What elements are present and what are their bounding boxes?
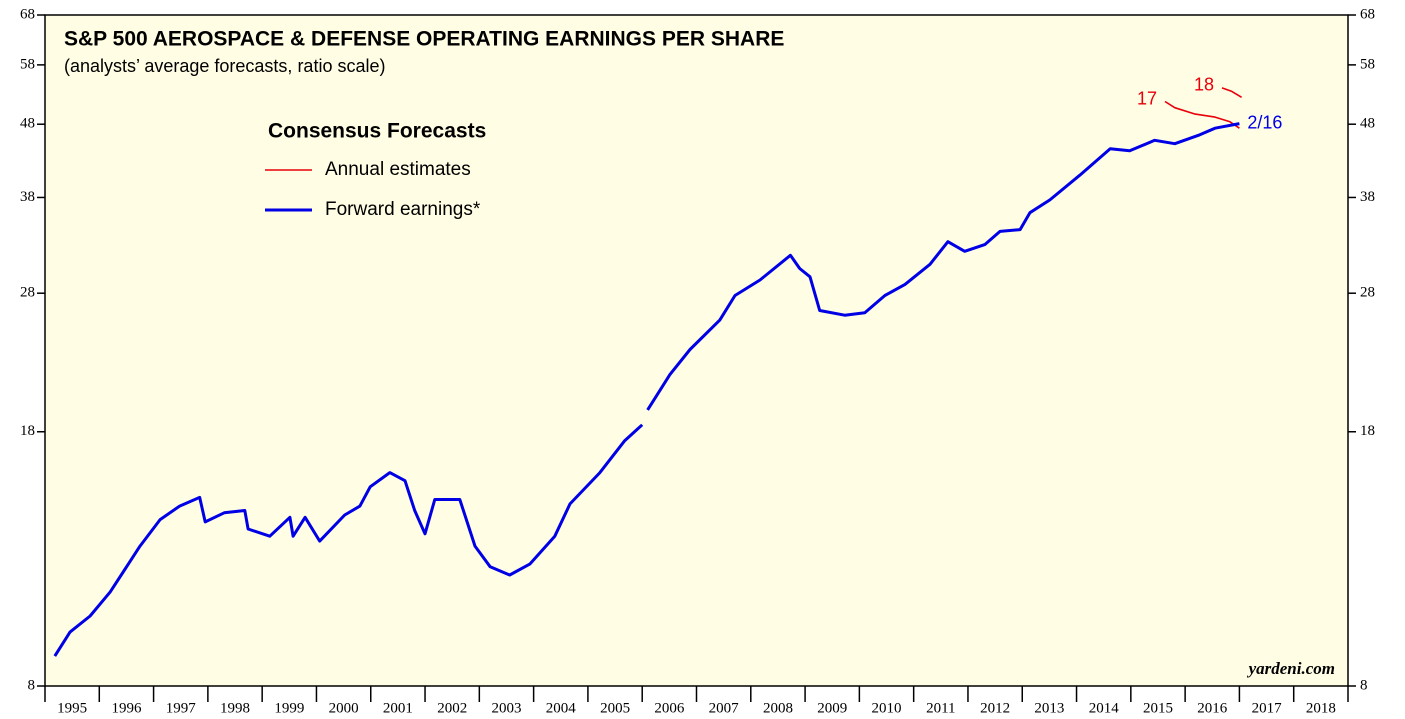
- y-tick-label: 18: [20, 423, 35, 439]
- y2-tick-label: 68: [1360, 6, 1375, 22]
- x-tick-label: 2016: [1197, 700, 1228, 716]
- y2-tick-label: 28: [1360, 285, 1375, 301]
- x-tick-label: 2009: [817, 700, 847, 716]
- x-tick-label: 1996: [111, 700, 142, 716]
- x-tick-label: 1995: [57, 700, 87, 716]
- y2-tick-label: 58: [1360, 56, 1375, 72]
- y-tick-label: 8: [28, 677, 36, 693]
- end-label: 2/16: [1247, 112, 1282, 132]
- series-line: [53, 122, 1240, 657]
- x-tick-label: 2006: [654, 700, 685, 716]
- x-tick-label: 2012: [980, 700, 1010, 716]
- x-tick-label: 2013: [1034, 700, 1064, 716]
- legend-label: Forward earnings*: [325, 199, 481, 220]
- legend-label: Annual estimates: [325, 159, 471, 180]
- y2-tick-label: 38: [1360, 189, 1375, 205]
- x-tick-label: 2007: [709, 700, 740, 716]
- y-tick-label: 38: [20, 189, 35, 205]
- x-tick-label: 2017: [1252, 700, 1283, 716]
- y2-tick-label: 8: [1360, 677, 1368, 693]
- legend-title: Consensus Forecasts: [268, 120, 486, 143]
- plot-area: [44, 14, 1349, 687]
- y2-tick-label: 18: [1360, 423, 1375, 439]
- x-tick-label: 2002: [437, 700, 467, 716]
- series-line: [1164, 100, 1240, 129]
- line-label: 18: [1194, 75, 1214, 95]
- x-tick-label: 1999: [274, 700, 304, 716]
- x-tick-label: 2004: [546, 700, 577, 716]
- x-tick-label: 2014: [1089, 700, 1120, 716]
- x-tick-label: 1998: [220, 700, 250, 716]
- x-tick-label: 1997: [166, 700, 197, 716]
- x-tick-label: 2000: [329, 700, 359, 716]
- y-tick-label: 58: [20, 56, 35, 72]
- line-label: 17: [1137, 88, 1157, 108]
- y-tick-label: 68: [20, 6, 35, 22]
- x-tick-label: 2010: [872, 700, 902, 716]
- x-tick-label: 2003: [491, 700, 521, 716]
- x-tick-label: 2008: [763, 700, 793, 716]
- x-tick-label: 2005: [600, 700, 630, 716]
- chart-subtitle: (analysts’ average forecasts, ratio scal…: [64, 56, 385, 76]
- x-tick-label: 2018: [1306, 700, 1336, 716]
- y-tick-label: 48: [20, 116, 35, 132]
- y2-tick-label: 48: [1360, 116, 1375, 132]
- x-tick-label: 2015: [1143, 700, 1173, 716]
- series-line: [1221, 87, 1243, 98]
- source: yardeni.com: [1247, 659, 1335, 678]
- x-tick-label: 2001: [383, 700, 413, 716]
- y-tick-label: 28: [20, 285, 35, 301]
- chart-title: S&P 500 AEROSPACE & DEFENSE OPERATING EA…: [64, 28, 784, 51]
- x-tick-label: 2011: [926, 700, 955, 716]
